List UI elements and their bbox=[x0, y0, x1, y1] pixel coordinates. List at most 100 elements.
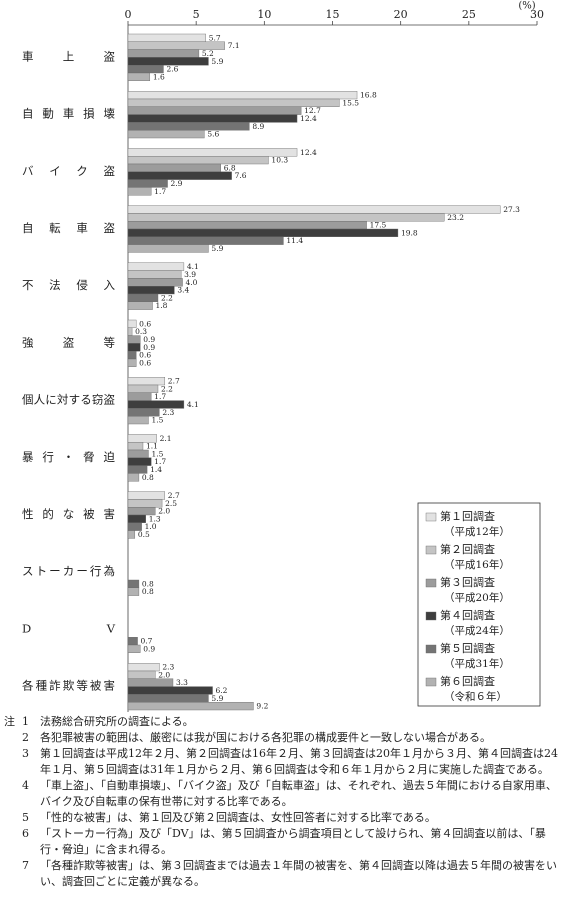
category-label: 各種詐欺等被害 bbox=[22, 679, 115, 693]
value-label: 12.4 bbox=[300, 114, 317, 123]
bar bbox=[127, 114, 298, 123]
bar bbox=[127, 637, 138, 646]
legend-swatch bbox=[425, 578, 437, 588]
bar bbox=[127, 473, 140, 482]
value-label: 1.5 bbox=[151, 449, 163, 458]
bar bbox=[127, 579, 140, 589]
value-label: 2.7 bbox=[168, 491, 180, 500]
value-label: 1.3 bbox=[149, 514, 161, 523]
note-text: 第１回調査は平成12年２月、第２回調査は16年２月、第３回調査は20年１月から３… bbox=[40, 747, 558, 776]
bar bbox=[127, 400, 185, 409]
note-text: 各犯罪被害の範囲は、厳密には我が国における各犯罪の構成要件と一致しない場合がある… bbox=[40, 731, 491, 744]
value-label: 23.2 bbox=[447, 213, 464, 222]
legend-name: 第４回調査 bbox=[440, 608, 495, 622]
x-tick-label: 15 bbox=[326, 8, 340, 21]
value-label: 12.4 bbox=[300, 148, 317, 157]
value-label: 0.9 bbox=[143, 644, 155, 653]
value-label: 16.8 bbox=[360, 91, 377, 100]
bar bbox=[127, 514, 146, 524]
bar bbox=[127, 442, 144, 451]
note-text: 法務総合研究所の調査による。 bbox=[40, 715, 194, 728]
bar bbox=[127, 702, 254, 711]
value-label: 2.3 bbox=[162, 408, 174, 417]
legend-swatch bbox=[425, 611, 437, 621]
bar bbox=[127, 678, 174, 687]
note-number: 1 bbox=[22, 715, 29, 728]
x-tick-label: 20 bbox=[394, 8, 408, 21]
category-label: DV bbox=[22, 621, 116, 635]
value-label: 0.9 bbox=[143, 335, 155, 344]
value-label: 2.6 bbox=[166, 65, 178, 74]
unit-label: (%) bbox=[518, 1, 535, 12]
legend-swatch bbox=[425, 545, 437, 555]
bar bbox=[127, 213, 445, 222]
note: 5 「性的な被害」は、第１回及び第２回調査は、女性回答者に対する比率である。 bbox=[0, 810, 566, 826]
value-label: 1.5 bbox=[151, 416, 163, 425]
bar bbox=[127, 205, 501, 214]
bar bbox=[127, 155, 269, 165]
note: 7 「各種詐欺等被害」は、第３回調査までは過去１年間の被害を、第４回調査以降は過去… bbox=[0, 858, 566, 890]
notes-label: 注 bbox=[4, 715, 15, 728]
value-label: 2.1 bbox=[160, 434, 172, 443]
bar bbox=[127, 686, 213, 695]
legend-name: 第６回調査 bbox=[440, 674, 495, 688]
x-tick-label: 5 bbox=[193, 8, 200, 21]
note: 1 法務総合研究所の調査による。 bbox=[0, 714, 566, 730]
x-tick-label: 10 bbox=[257, 8, 271, 21]
legend-period: （平成20年） bbox=[444, 591, 510, 604]
value-label: 7.6 bbox=[235, 171, 247, 180]
legend-period: （平成24年） bbox=[444, 624, 510, 637]
value-label: 5.9 bbox=[211, 694, 223, 703]
note-number: 5 bbox=[22, 811, 29, 824]
category-label: 自転車盗 bbox=[22, 221, 115, 235]
category-label: 暴行・脅迫 bbox=[22, 450, 116, 464]
bar bbox=[127, 457, 152, 466]
bar bbox=[127, 694, 209, 703]
note: 3 第１回調査は平成12年２月、第２回調査は16年２月、第３回調査は20年１月から… bbox=[0, 746, 566, 778]
note-text: 「車上盗」、「自動車損壊」、「バイク盗」及び「自転車盗」は、それぞれ、過去５年間… bbox=[40, 779, 557, 808]
bar bbox=[127, 163, 221, 173]
note: 6 「ストーカー行為」及び「DV」は、第５回調査から調査項目として設けられ、第４回… bbox=[0, 826, 566, 858]
bar bbox=[127, 171, 232, 180]
value-label: 6.8 bbox=[224, 163, 236, 172]
legend-period: （令和６年） bbox=[444, 690, 507, 703]
bar bbox=[127, 644, 141, 654]
bar bbox=[127, 90, 358, 100]
legend-swatch bbox=[425, 677, 437, 687]
bar bbox=[127, 278, 183, 287]
legend-swatch bbox=[425, 512, 437, 522]
bar bbox=[127, 327, 133, 336]
note-text: 「ストーカー行為」及び「DV」は、第５回調査から調査項目として設けられ、第４回調… bbox=[40, 827, 546, 856]
value-label: 19.8 bbox=[401, 228, 418, 237]
category-label: 性的な被害 bbox=[22, 507, 115, 521]
value-label: 2.0 bbox=[158, 670, 170, 679]
category-label: ストーカー行為 bbox=[22, 564, 115, 578]
bar bbox=[127, 587, 140, 596]
value-label: 5.2 bbox=[202, 49, 214, 58]
legend-name: 第３回調査 bbox=[440, 575, 495, 589]
value-label: 1.6 bbox=[153, 72, 165, 81]
note-text: 「各種詐欺等被害」は、第３回調査までは過去１年間の被害を、第４回調査以降は過去５… bbox=[40, 859, 557, 888]
legend-period: （平成16年） bbox=[444, 558, 510, 571]
bar bbox=[127, 530, 136, 539]
value-label: 8.9 bbox=[252, 122, 264, 131]
value-label: 27.3 bbox=[503, 205, 520, 214]
legend-period: （平成12年） bbox=[444, 525, 510, 538]
bar bbox=[127, 49, 200, 58]
bar bbox=[127, 244, 209, 253]
note-number: 2 bbox=[22, 731, 29, 744]
category-label: 車上盗 bbox=[22, 49, 115, 63]
value-label: 0.6 bbox=[139, 319, 151, 328]
note: 2 各犯罪被害の範囲は、厳密には我が国における各犯罪の構成要件と一致しない場合があ… bbox=[0, 730, 566, 746]
bar bbox=[127, 72, 151, 82]
x-tick-label: 30 bbox=[530, 8, 544, 21]
note-text: 「性的な被害」は、第１回及び第２回調査は、女性回答者に対する比率である。 bbox=[40, 811, 436, 824]
x-tick-label: 0 bbox=[125, 8, 132, 21]
bar bbox=[127, 33, 206, 43]
value-label: 7.1 bbox=[228, 41, 240, 50]
legend-period: （平成31年） bbox=[444, 657, 510, 670]
value-label: 2.0 bbox=[158, 507, 170, 516]
value-label: 6.2 bbox=[216, 686, 228, 695]
value-label: 0.3 bbox=[135, 327, 147, 336]
